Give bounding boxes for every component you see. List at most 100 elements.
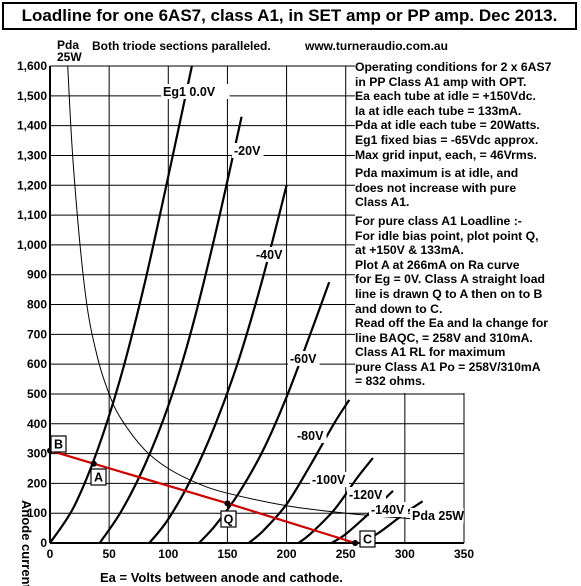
notes-line: = 832 ohms. <box>355 374 426 389</box>
point-label-box <box>90 468 107 486</box>
loadline-baqc <box>49 449 356 545</box>
pda-axis-label-bottom: 25W <box>57 50 82 64</box>
notes-line: For idle bias point, plot point Q, <box>355 228 539 243</box>
x-tick-labels: 0 50 100 150 200 250 300 350 <box>47 547 475 561</box>
notes-line: and down to C. <box>355 301 443 316</box>
y-tick-label: 100 <box>27 506 47 520</box>
y-tick-label: 1,600 <box>17 59 47 73</box>
notes-line: line is drawn Q to A then on to B <box>355 286 543 301</box>
y-tick-label: 1,400 <box>17 119 47 133</box>
curve-label-bg <box>254 247 286 262</box>
y-tick-label: 400 <box>27 417 47 431</box>
notes-line: Plot A at 266mA on Ra curve <box>355 257 520 272</box>
curve--60v <box>198 281 331 544</box>
y-tick-label: 700 <box>27 327 47 341</box>
y-tick-labels: 0 100 200 300 400 500 600 700 800 900 1,000 1,100 1,… <box>17 59 47 550</box>
curve-label: Pda 25W <box>412 509 464 523</box>
curve-label: -140V <box>371 503 405 517</box>
curve-label: -60V <box>290 352 317 366</box>
notes-line: Pda maximum is at idle, and <box>355 166 519 181</box>
curve-label: -40V <box>256 248 283 262</box>
notes-block: Operating conditions for 2 x 6AS7 in PP C… <box>355 60 577 162</box>
y-tick-label: 1,100 <box>17 208 47 222</box>
grid-voltage-curves <box>49 65 424 544</box>
x-axis-label: Ea = Volts between anode and cathode. <box>100 570 343 585</box>
notes-line: For pure class A1 Loadline :- <box>355 213 522 228</box>
loadline <box>49 449 356 545</box>
x-tick-label: 200 <box>277 547 297 561</box>
point-label: C <box>363 533 372 547</box>
point-c <box>352 540 359 546</box>
x-tick-label: 100 <box>158 547 178 561</box>
y-axis-label: Anode current mA <box>19 500 34 586</box>
notes-line: does not increase with pure <box>355 180 517 195</box>
website: www.turneraudio.com.au <box>304 39 448 53</box>
x-tick-label: 150 <box>217 547 237 561</box>
notes-line: line BAQC, = 258V and 310mA. <box>355 330 533 345</box>
curve-label: Eg1 0.0V <box>163 85 216 99</box>
curve-label: -80V <box>297 429 324 443</box>
notes-block: Pda maximum is at idle, and does not incr… <box>355 166 577 210</box>
subtitle: Both triode sections paralleled. <box>92 39 271 53</box>
curve--20v <box>98 116 243 544</box>
notes-line: Class A1 RL for maximum <box>355 345 506 360</box>
page-title: Loadline for one 6AS7, class A1, in SET … <box>2 2 577 30</box>
point-label: B <box>54 438 63 452</box>
curve-label-bg <box>295 428 327 443</box>
x-tick-label: 50 <box>102 547 116 561</box>
curve-label-bg <box>288 351 320 366</box>
curve-eg1-0-0v <box>49 65 193 544</box>
pda-axis-label-top: Pda <box>57 38 79 52</box>
notes-line: Pda at idle each tube = 20Watts. <box>355 118 540 133</box>
y-tick-label: 1,500 <box>17 89 47 103</box>
notes-line: Ea each tube at idle = +150Vdc. <box>355 89 536 104</box>
point-label: A <box>94 471 103 485</box>
notes-line: Max grid input, each, = 46Vrms. <box>355 147 537 162</box>
curve-label-bg <box>347 487 386 502</box>
point-q <box>224 500 231 507</box>
y-tick-label: 900 <box>27 268 47 282</box>
y-tick-label: 1,300 <box>17 148 47 162</box>
point-a <box>90 460 97 467</box>
notes-line: Operating conditions for 2 x 6AS7 <box>355 60 552 74</box>
y-tick-label: 600 <box>27 357 47 371</box>
y-tick-label: 1,000 <box>17 238 47 252</box>
x-tick-label: 300 <box>395 547 415 561</box>
notes-line: in PP Class A1 amp with OPT. <box>355 74 527 89</box>
notes-line: for Eg = 0V. Class A straight load <box>355 272 545 287</box>
pda-curve <box>67 65 465 523</box>
curve-label: -100V <box>312 473 346 487</box>
notes-line: at +150V & 133mA. <box>355 243 464 258</box>
y-tick-label: 0 <box>40 536 47 550</box>
x-tick-label: 250 <box>336 547 356 561</box>
notes-block: For pure class A1 Loadline :- For idle bi… <box>355 214 577 389</box>
y-tick-label: 200 <box>27 476 47 490</box>
y-tick-label: 500 <box>27 387 47 401</box>
notes-line: Eg1 fixed bias = -65Vdc approx. <box>355 132 539 147</box>
curve-label-bg <box>310 472 349 487</box>
curve--40v <box>148 185 288 544</box>
curve-labels: Eg1 0.0V -20V -40V -60V -80V -100V-120V-140V P… <box>161 84 464 523</box>
curve-label-bg <box>369 502 408 517</box>
curve-label-bg <box>161 84 230 99</box>
point-label-box <box>359 530 376 548</box>
pda-25w-curve <box>67 65 465 523</box>
notes-line: Read off the Ea and Ia change for <box>355 316 549 331</box>
notes-line: Ia at idle each tube = 133mA. <box>355 103 522 118</box>
point-label: Q <box>224 513 234 527</box>
operating-notes: Operating conditions for 2 x 6AS7 in PP C… <box>355 60 577 394</box>
x-tick-label: 0 <box>47 547 54 561</box>
point-label-box <box>50 435 67 453</box>
notes-line: Class A1. <box>355 195 410 210</box>
curve-label: -20V <box>234 144 261 158</box>
y-tick-label: 800 <box>27 298 47 312</box>
notes-line: pure Class A1 Po = 258V/310mA <box>355 359 541 374</box>
point-label-box <box>220 510 237 528</box>
y-tick-label: 300 <box>27 447 47 461</box>
curve--80v <box>247 399 351 544</box>
curve-label: -120V <box>349 488 383 502</box>
curve-label-bg <box>410 508 464 523</box>
y-tick-label: 1,200 <box>17 178 47 192</box>
loadline-points: B A Q C <box>47 435 376 548</box>
